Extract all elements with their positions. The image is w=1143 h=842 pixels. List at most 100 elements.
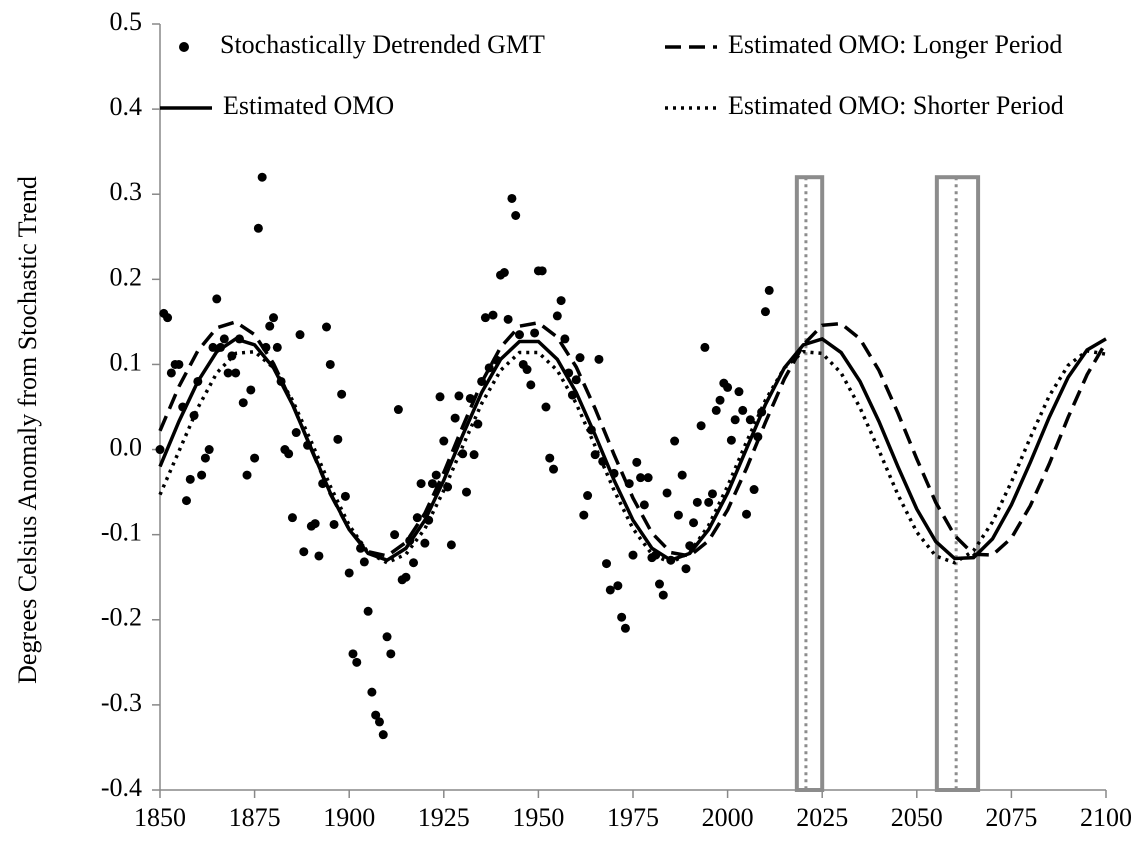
x-tick-label: 1950 xyxy=(512,803,564,832)
y-tick-label: -0.3 xyxy=(101,688,142,717)
data-point xyxy=(310,519,320,529)
data-point xyxy=(473,419,483,429)
data-point xyxy=(450,413,460,423)
data-point xyxy=(253,223,263,233)
data-point xyxy=(545,453,555,463)
data-point xyxy=(337,389,347,399)
y-tick-label: -0.4 xyxy=(101,773,142,802)
legend-label: Estimated OMO xyxy=(223,91,394,120)
data-point xyxy=(715,395,725,405)
data-point xyxy=(745,415,755,425)
data-point xyxy=(617,612,627,622)
data-point xyxy=(340,491,350,501)
data-point xyxy=(749,485,759,495)
data-point xyxy=(359,557,369,567)
data-point xyxy=(696,421,706,431)
data-point xyxy=(643,473,653,483)
x-tick-label: 2100 xyxy=(1080,803,1132,832)
data-point xyxy=(707,489,717,499)
data-point xyxy=(204,445,214,455)
highlight-box xyxy=(794,175,825,792)
data-point xyxy=(409,558,419,568)
data-point xyxy=(594,354,604,364)
data-point xyxy=(662,488,672,498)
x-tick-label: 2025 xyxy=(796,803,848,832)
series-line xyxy=(158,336,1107,563)
data-point xyxy=(537,266,547,276)
data-point xyxy=(605,585,615,595)
y-axis-title: Degrees Celsius Anomaly from Stochastic … xyxy=(13,176,42,684)
data-point xyxy=(556,296,566,306)
data-point xyxy=(689,518,699,528)
data-point xyxy=(250,453,260,463)
data-point xyxy=(469,450,479,460)
data-point xyxy=(723,382,733,392)
y-tick-label: 0.2 xyxy=(110,262,143,291)
data-point xyxy=(673,510,683,520)
data-point xyxy=(371,710,381,720)
data-point xyxy=(284,449,294,459)
data-point xyxy=(352,657,362,667)
data-point xyxy=(295,330,305,340)
data-point xyxy=(458,449,468,459)
data-point xyxy=(333,434,343,444)
x-tick-label: 2075 xyxy=(985,803,1037,832)
data-point xyxy=(560,334,570,344)
data-point xyxy=(620,623,630,633)
data-point xyxy=(636,473,646,483)
data-point xyxy=(488,310,498,320)
data-point xyxy=(579,510,589,520)
data-point xyxy=(726,435,736,445)
data-point xyxy=(212,294,222,304)
data-point xyxy=(269,313,279,323)
data-point xyxy=(265,321,275,331)
data-point xyxy=(435,392,445,402)
data-point xyxy=(484,363,494,373)
data-point xyxy=(692,497,702,507)
data-point xyxy=(287,513,297,523)
x-tick-label: 1875 xyxy=(229,803,281,832)
data-point xyxy=(325,359,335,369)
data-point xyxy=(480,313,490,323)
data-point xyxy=(348,649,358,659)
data-point xyxy=(730,415,740,425)
data-point xyxy=(602,559,612,569)
data-point xyxy=(462,487,472,497)
y-tick-label: 0.4 xyxy=(110,92,143,121)
data-point xyxy=(174,359,184,369)
data-point xyxy=(238,398,248,408)
data-point xyxy=(367,687,377,697)
data-point xyxy=(522,365,532,375)
y-tick-label: 0.5 xyxy=(110,7,143,36)
data-point xyxy=(386,649,396,659)
data-point xyxy=(427,479,437,489)
data-point xyxy=(552,311,562,321)
y-tick-label: 0.3 xyxy=(110,177,143,206)
data-point xyxy=(503,314,513,324)
data-point xyxy=(446,540,456,550)
y-tick-label: -0.1 xyxy=(101,518,142,547)
data-point xyxy=(382,632,392,642)
data-point xyxy=(163,313,173,323)
data-point xyxy=(363,606,373,616)
x-tick-label: 1975 xyxy=(607,803,659,832)
data-point xyxy=(412,513,422,523)
x-tick-label: 2000 xyxy=(702,803,754,832)
data-point xyxy=(185,474,195,484)
data-point xyxy=(700,342,710,352)
data-point xyxy=(514,330,524,340)
data-point xyxy=(420,538,430,548)
data-point xyxy=(454,391,464,401)
data-point xyxy=(677,470,687,480)
data-point xyxy=(738,405,748,415)
x-tick-label: 1850 xyxy=(134,803,186,832)
legend-marker xyxy=(179,42,189,52)
data-point xyxy=(166,368,176,378)
data-point xyxy=(658,590,668,600)
data-point xyxy=(155,445,165,455)
data-point xyxy=(374,717,384,727)
legend-label: Estimated OMO: Longer Period xyxy=(728,30,1062,59)
data-point xyxy=(299,547,309,557)
data-point xyxy=(416,479,426,489)
y-tick-label: 0.0 xyxy=(110,433,143,462)
